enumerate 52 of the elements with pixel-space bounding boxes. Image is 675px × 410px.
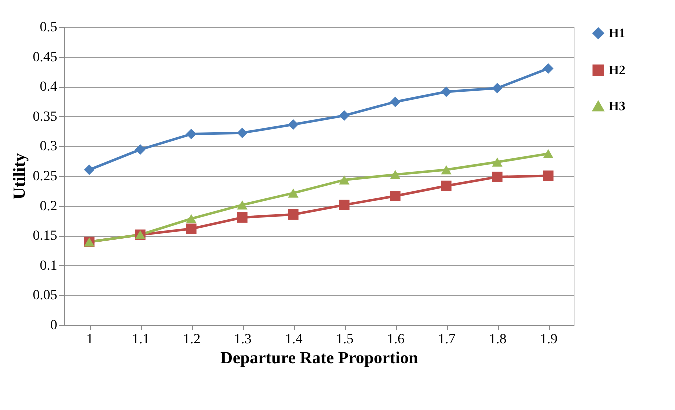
x-tick-label: 1.2	[183, 332, 201, 348]
y-tick-label: 0.5	[40, 20, 58, 36]
y-tick-label: 0.15	[33, 229, 58, 244]
x-axis-title: Departure Rate Proportion	[220, 348, 419, 368]
x-tick-label: 1.4	[285, 332, 303, 348]
point	[186, 224, 197, 234]
point	[288, 188, 299, 198]
y-tick-label: 0	[50, 318, 58, 334]
point	[288, 209, 299, 220]
y-tick-label: 0.45	[33, 50, 58, 66]
point	[339, 110, 350, 122]
y-tick-label: 0.05	[33, 288, 58, 304]
x-tick-label: 1.9	[540, 332, 558, 348]
point	[288, 120, 299, 130]
y-tick-label: 0.2	[40, 199, 58, 214]
point	[441, 166, 452, 175]
point	[492, 158, 503, 167]
point	[390, 191, 401, 202]
point	[237, 200, 248, 210]
y-tick-label: 0.3	[40, 140, 58, 155]
point	[237, 212, 248, 223]
point	[543, 170, 554, 182]
point	[492, 83, 503, 94]
x-tick-label: 1	[86, 332, 94, 348]
point	[84, 164, 95, 176]
x-tick-label: 1.8	[489, 332, 507, 348]
y-tick-label: 0.1	[40, 258, 58, 274]
x-tick-label: 1.3	[234, 332, 252, 348]
point	[186, 129, 197, 140]
y-tick-label: 0.4	[40, 80, 58, 96]
point	[135, 144, 146, 156]
point	[186, 214, 197, 224]
x-tick-label: 1.1	[132, 332, 150, 348]
point	[441, 180, 452, 192]
point	[390, 96, 401, 108]
x-tick-label: 1.7	[438, 332, 456, 348]
legend-label: H2	[609, 62, 626, 78]
point	[543, 63, 554, 74]
y-tick-label: 0.25	[33, 170, 58, 184]
y-tick-label: 0.35	[33, 110, 58, 125]
legend-label: H1	[609, 26, 626, 40]
point	[492, 172, 503, 182]
point	[390, 170, 401, 180]
point	[237, 128, 248, 138]
point	[339, 176, 350, 185]
point	[543, 149, 554, 158]
point	[441, 86, 452, 98]
x-tick-label: 1.5	[336, 332, 354, 348]
legend-label: H3	[609, 98, 626, 114]
point	[339, 200, 350, 210]
x-tick-label: 1.6	[387, 332, 405, 348]
y-axis-title: Utility	[10, 152, 29, 200]
